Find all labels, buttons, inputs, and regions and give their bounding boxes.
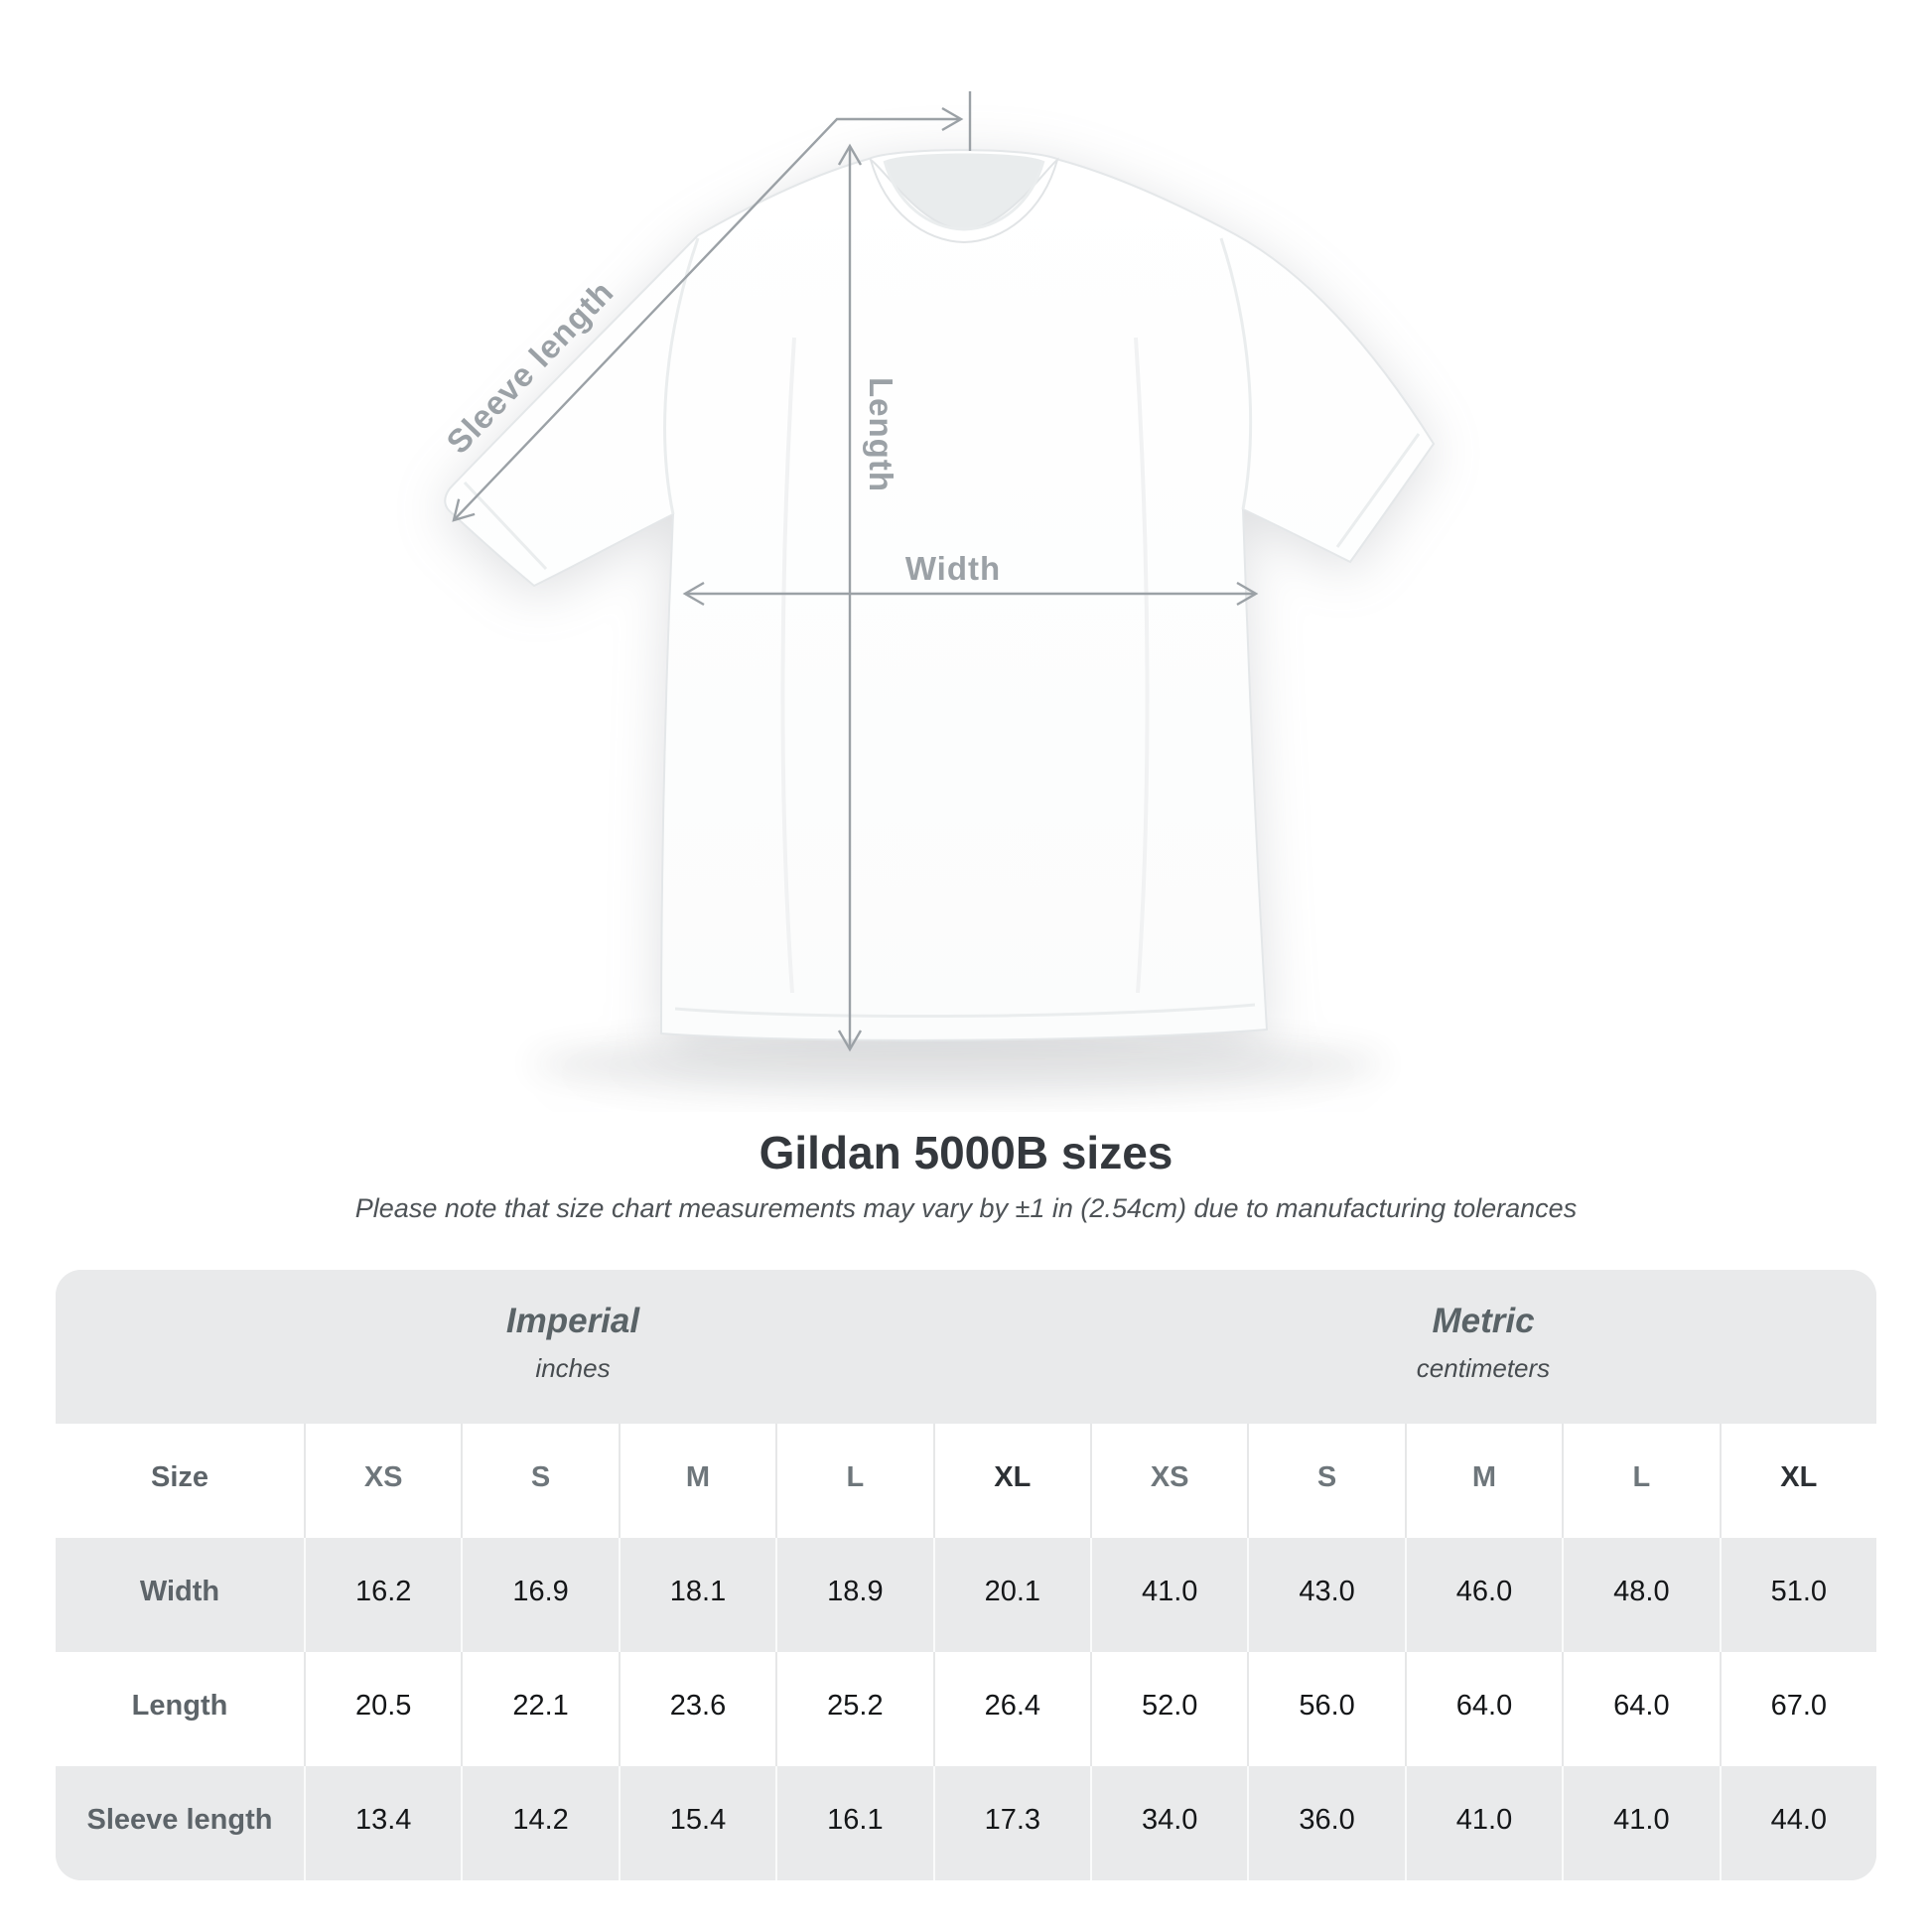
table-unit-group-row: Imperial inches Metric centimeters [56,1269,1876,1424]
tshirt-measurement-diagram: Sleeve length Length Width [439,91,1436,1094]
table-row: Length 20.5 22.1 23.6 25.2 26.4 52.0 56.0 64.0 64… [56,1651,1876,1766]
value-cell: 18.1 [618,1537,775,1652]
value-cell: 20.5 [304,1651,461,1766]
table-row: Sleeve length 13.4 14.2 15.4 16.1 17.3 34.0 36.… [56,1765,1876,1880]
size-header-s: S [461,1423,618,1538]
fabric-fold-right [1134,337,1150,994]
value-cell: 36.0 [1247,1765,1404,1880]
value-cell: 16.9 [461,1537,618,1652]
value-cell: 16.1 [775,1765,932,1880]
value-cell: 25.2 [775,1651,932,1766]
size-header-xl: XL [932,1423,1090,1538]
size-column-header: Size [150,1460,209,1493]
length-label: Length [863,377,899,492]
unit-group-label: Metric [1432,1301,1535,1340]
value-cell: 34.0 [1089,1765,1247,1880]
size-header-l: L [775,1423,932,1538]
value-cell: 15.4 [618,1765,775,1880]
value-cell: 67.0 [1719,1651,1876,1766]
sleeve-length-arrow [452,106,964,522]
tolerance-note: Please note that size chart measurements… [354,1192,1578,1223]
value-cell: 16.2 [304,1537,461,1652]
row-label: Sleeve length [86,1803,273,1836]
value-cell: 41.0 [1089,1537,1247,1652]
value-cell: 43.0 [1247,1537,1404,1652]
unit-group-unit: inches [535,1352,611,1383]
right-sleeve-seam [1219,237,1253,510]
row-label: Width [139,1575,220,1607]
size-header-xs: XS [1089,1423,1247,1538]
value-cell: 56.0 [1247,1651,1404,1766]
size-header-m: M [618,1423,775,1538]
unit-group-imperial: Imperial inches [56,1270,1090,1424]
size-header-xl: XL [1719,1423,1876,1538]
unit-group-unit: centimeters [1416,1352,1551,1383]
width-label: Width [905,550,1001,587]
size-header-m: M [1404,1423,1562,1538]
value-cell: 64.0 [1562,1651,1719,1766]
unit-group-label: Imperial [505,1301,640,1340]
value-cell: 41.0 [1562,1765,1719,1880]
value-cell: 20.1 [932,1537,1090,1652]
value-cell: 64.0 [1404,1651,1562,1766]
value-cell: 41.0 [1404,1765,1562,1880]
page-title: Gildan 5000B sizes [759,1127,1173,1178]
table-row: Width 16.2 16.9 18.1 18.9 20.1 41.0 43.0 46.0 48.… [56,1537,1876,1652]
size-header-s: S [1247,1423,1404,1538]
unit-group-metric: Metric centimeters [1090,1270,1876,1424]
table-size-header-row: Size XS S M L XL XS S M L XL [56,1423,1876,1538]
value-cell: 13.4 [304,1765,461,1880]
value-cell: 46.0 [1404,1537,1562,1652]
value-cell: 22.1 [461,1651,618,1766]
value-cell: 14.2 [461,1765,618,1880]
hem-seam [674,1003,1256,1019]
row-label: Length [131,1689,228,1722]
value-cell: 18.9 [775,1537,932,1652]
value-cell: 23.6 [618,1651,775,1766]
value-cell: 51.0 [1719,1537,1876,1652]
right-cuff-seam [1335,433,1421,548]
value-cell: 26.4 [932,1651,1090,1766]
value-cell: 44.0 [1719,1765,1876,1880]
size-table: Imperial inches Metric centimeters Size XS S M L… [56,1269,1876,1880]
size-header-l: L [1562,1423,1719,1538]
value-cell: 52.0 [1089,1651,1247,1766]
value-cell: 17.3 [932,1765,1090,1880]
shirt-ground-shadow [531,1035,1385,1094]
size-header-xs: XS [304,1423,461,1538]
value-cell: 48.0 [1562,1537,1719,1652]
